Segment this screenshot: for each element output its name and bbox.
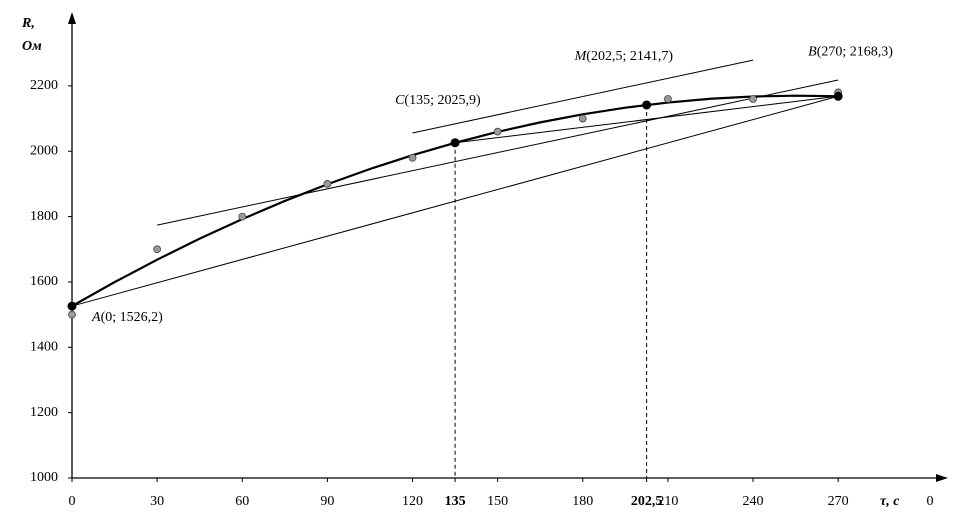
- y-tick-label: 1800: [30, 209, 58, 224]
- x-tick-label: 180: [572, 494, 593, 509]
- point-label: C(135; 2025,9): [395, 93, 481, 108]
- y-tick-label: 2000: [30, 143, 58, 158]
- y-tick-label: 1200: [30, 405, 58, 420]
- key-point: [450, 138, 460, 148]
- x-tick-label: 120: [402, 494, 423, 509]
- x-tick-label: 210: [657, 494, 678, 509]
- y-axis-label: R,: [21, 16, 35, 31]
- x-tick-label: 135: [445, 494, 466, 509]
- point-label: B(270; 2168,3): [808, 44, 893, 59]
- y-tick-label: 1000: [30, 470, 58, 485]
- y-axis-arrow: [68, 12, 76, 24]
- key-point: [833, 91, 843, 101]
- point-label: A(0; 1526,2): [91, 310, 163, 325]
- data-point: [749, 95, 757, 103]
- x-tick-label: 202,5: [631, 494, 663, 509]
- x-tick-label: 240: [743, 494, 764, 509]
- x-tick-label: 0: [69, 494, 76, 509]
- data-point: [238, 212, 247, 221]
- data-point: [664, 95, 672, 103]
- y-tick-label: 1600: [30, 274, 58, 289]
- point-label: M(202,5; 2141,7): [574, 49, 674, 64]
- chord-line: [412, 59, 754, 134]
- x-axis-end-label: 0: [927, 494, 934, 509]
- key-point: [67, 301, 77, 311]
- x-tick-label: 90: [320, 494, 334, 509]
- chord-line: [71, 95, 839, 307]
- chord-line: [157, 79, 839, 226]
- x-tick-label: 30: [150, 494, 164, 509]
- key-point: [642, 100, 652, 110]
- y-axis-label: Ом: [22, 39, 42, 54]
- x-tick-label: 60: [235, 494, 249, 509]
- data-point: [493, 127, 502, 136]
- x-tick-label: 150: [487, 494, 508, 509]
- y-tick-label: 2200: [30, 78, 58, 93]
- data-point: [68, 310, 76, 319]
- data-point: [408, 153, 417, 162]
- chord-line: [455, 95, 839, 144]
- data-point: [153, 245, 162, 254]
- data-point: [578, 114, 587, 123]
- x-axis-arrow: [936, 474, 948, 482]
- data-point: [323, 180, 332, 188]
- x-tick-label: 270: [828, 494, 849, 509]
- y-tick-label: 1400: [30, 340, 58, 355]
- x-axis-label: τ, c: [880, 494, 900, 509]
